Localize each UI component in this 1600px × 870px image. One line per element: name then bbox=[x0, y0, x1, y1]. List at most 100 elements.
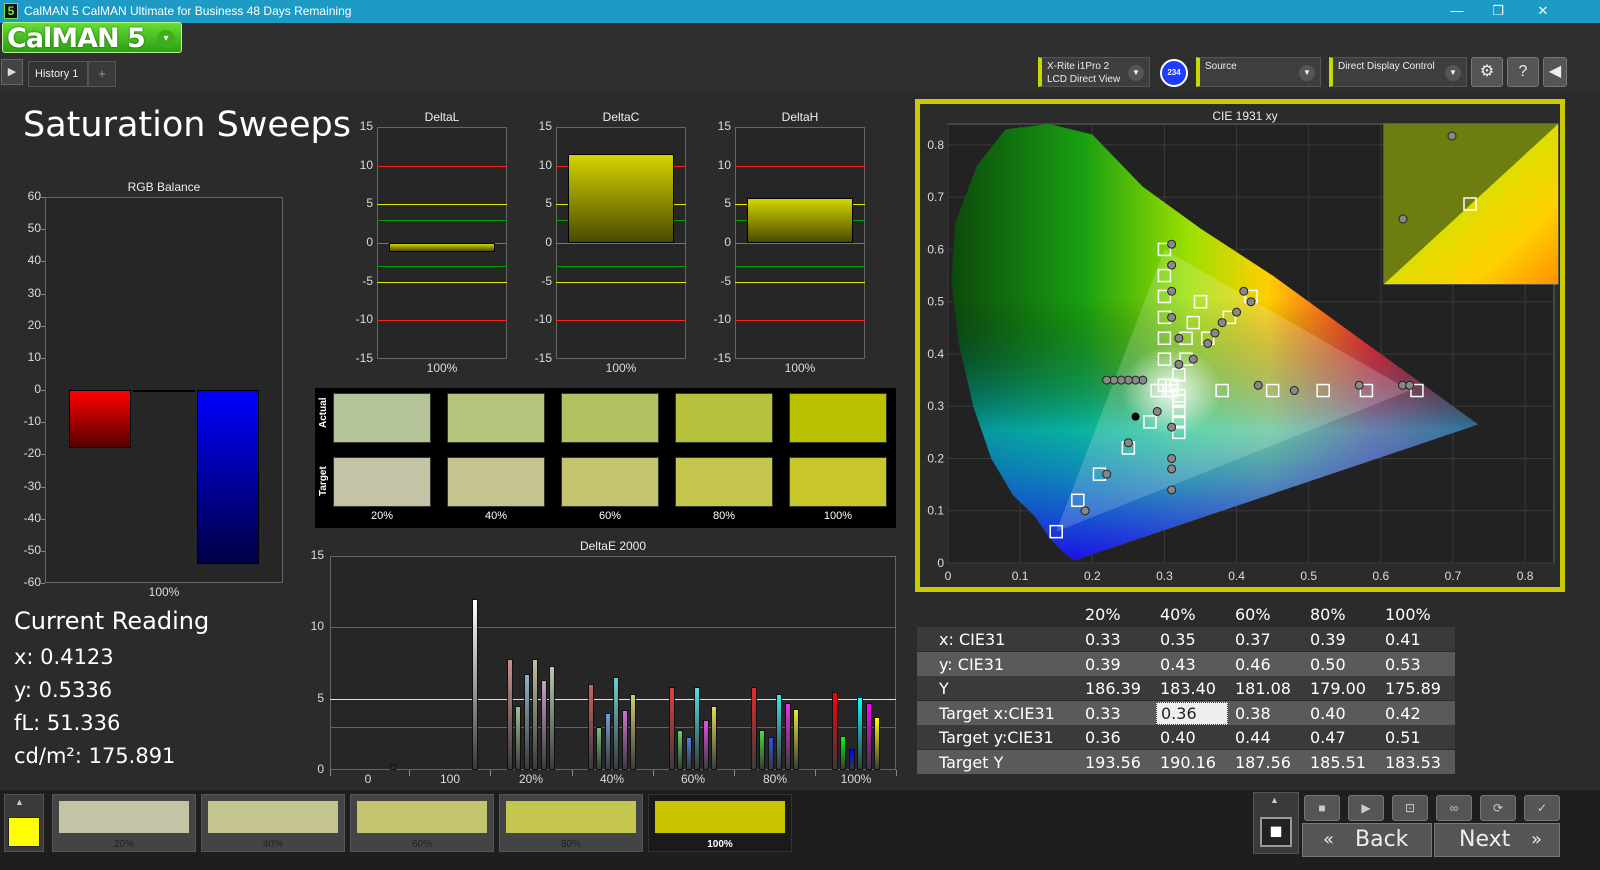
meter-selector[interactable]: X-Rite i1Pro 2 LCD Direct View ▼ bbox=[1038, 57, 1150, 87]
collapse-icon[interactable]: ◀ bbox=[1543, 57, 1567, 87]
swatch-label: 100% bbox=[707, 839, 733, 850]
record-button[interactable]: ◼ bbox=[1260, 817, 1292, 847]
table-cell[interactable]: 185.51 bbox=[1310, 753, 1366, 772]
y-tick-mark bbox=[41, 422, 45, 424]
up-icon[interactable]: ▲ bbox=[1270, 795, 1279, 805]
table-cell[interactable]: 0.46 bbox=[1235, 654, 1271, 674]
back-button[interactable]: « Back bbox=[1302, 823, 1432, 857]
target-marker bbox=[1316, 383, 1330, 398]
reading-x: x: 0.4123 bbox=[14, 645, 114, 669]
table-cell[interactable]: 183.40 bbox=[1160, 679, 1216, 699]
check-button[interactable]: ✓ bbox=[1524, 795, 1560, 821]
x-tick-mark bbox=[490, 770, 491, 776]
table-cell[interactable]: 0.44 bbox=[1235, 728, 1271, 748]
deltae-bar bbox=[390, 764, 396, 770]
table-cell[interactable]: 0.42 bbox=[1385, 703, 1421, 723]
y-tick-mark bbox=[41, 583, 45, 584]
tab-history-1[interactable]: History 1 bbox=[28, 61, 88, 87]
refresh-button[interactable]: ⟳ bbox=[1480, 795, 1516, 821]
table-cell[interactable]: 186.39 bbox=[1085, 679, 1141, 699]
target-marker bbox=[1157, 268, 1172, 283]
table-cell[interactable]: 0.33 bbox=[1085, 630, 1121, 649]
table-cell[interactable]: 0.33 bbox=[1085, 703, 1121, 723]
gear-icon[interactable]: ⚙ bbox=[1471, 57, 1503, 87]
calman-logo-menu[interactable]: CalMAN 5 ▾ bbox=[2, 22, 182, 54]
close-button[interactable]: ✕ bbox=[1537, 3, 1549, 18]
column-header: 60% bbox=[1235, 605, 1271, 624]
x-tick-mark bbox=[572, 770, 573, 776]
table-cell[interactable]: 0.40 bbox=[1310, 703, 1346, 723]
actual-marker bbox=[1246, 297, 1256, 307]
chevron-down-icon: ▼ bbox=[1128, 65, 1144, 81]
deltae-bar bbox=[685, 737, 692, 770]
stop-button[interactable]: ■ bbox=[1304, 795, 1340, 821]
table-cell[interactable]: 0.51 bbox=[1385, 728, 1421, 748]
back-label: Back bbox=[1355, 827, 1409, 852]
table-cell[interactable]: 175.89 bbox=[1385, 679, 1441, 699]
table-cell[interactable]: 0.53 bbox=[1385, 654, 1421, 674]
table-cell[interactable]: 0.47 bbox=[1310, 728, 1346, 748]
table-cell[interactable]: 193.56 bbox=[1085, 753, 1141, 772]
play-button[interactable]: ▶ bbox=[1348, 795, 1384, 821]
app-icon: 5 bbox=[4, 3, 18, 19]
table-cell[interactable]: 0.35 bbox=[1160, 630, 1196, 649]
table-cell[interactable]: 0.39 bbox=[1085, 654, 1121, 674]
add-tab-button[interactable]: + bbox=[88, 61, 116, 87]
zoom-actual-marker bbox=[1398, 214, 1408, 224]
play-arrow-icon[interactable]: ▶ bbox=[1, 59, 23, 85]
table-cell[interactable]: 187.56 bbox=[1235, 753, 1291, 772]
table-cell[interactable]: 0.37 bbox=[1235, 630, 1271, 649]
bottom-swatch[interactable]: 80% bbox=[499, 794, 643, 852]
minimize-button[interactable]: — bbox=[1450, 3, 1464, 18]
target-marker bbox=[1164, 383, 1179, 398]
selected-cell[interactable]: 0.36 bbox=[1156, 701, 1228, 725]
table-cell[interactable]: 190.16 bbox=[1160, 753, 1216, 772]
y-tick-mark bbox=[41, 550, 45, 552]
target-swatch bbox=[333, 457, 431, 507]
next-button[interactable]: Next » bbox=[1434, 823, 1560, 857]
step-button[interactable]: ⊡ bbox=[1392, 795, 1428, 821]
table-cell[interactable]: 0.43 bbox=[1160, 654, 1196, 674]
y-tick-label: 0 bbox=[317, 762, 324, 776]
y-tick-mark bbox=[41, 486, 45, 488]
maximize-button[interactable]: ❐ bbox=[1492, 3, 1504, 18]
table-cell[interactable]: 0.39 bbox=[1310, 630, 1346, 649]
actual-swatch bbox=[675, 393, 773, 443]
deltae-bar bbox=[776, 694, 783, 770]
table-cell[interactable]: 179.00 bbox=[1310, 679, 1366, 699]
x-tick-label: 80% bbox=[762, 772, 788, 786]
actual-swatch bbox=[789, 393, 887, 443]
swatch-label: 60% bbox=[411, 839, 432, 850]
up-icon[interactable]: ▲ bbox=[15, 797, 24, 807]
help-icon[interactable]: ? bbox=[1507, 57, 1539, 87]
y-tick-label: -30 bbox=[23, 478, 41, 493]
y-tick-mark bbox=[41, 229, 45, 231]
table-cell[interactable]: 0.50 bbox=[1310, 654, 1346, 674]
swatch-fill bbox=[655, 801, 785, 833]
y-tick-label: 5 bbox=[724, 196, 731, 211]
display-selector[interactable]: Direct Display Control ▼ bbox=[1329, 57, 1467, 87]
table-cell[interactable]: 0.41 bbox=[1385, 630, 1421, 649]
x-tick-label: 40% bbox=[599, 772, 625, 786]
next-label: Next bbox=[1459, 827, 1511, 852]
threshold-line bbox=[556, 320, 686, 322]
table-cell[interactable]: 0.36 bbox=[1085, 728, 1121, 748]
delta-c-title: DeltaC bbox=[602, 110, 640, 124]
loop-button[interactable]: ∞ bbox=[1436, 795, 1472, 821]
swatch-label: 80% bbox=[560, 839, 581, 850]
deltae-bar bbox=[784, 702, 791, 770]
table-cell[interactable]: 181.08 bbox=[1235, 679, 1291, 699]
source-selector[interactable]: Source ▼ bbox=[1196, 57, 1321, 87]
delta-c-bar bbox=[568, 154, 674, 243]
table-cell[interactable]: 0.40 bbox=[1160, 728, 1196, 748]
bottom-swatch[interactable]: 40% bbox=[201, 794, 345, 852]
bottom-swatch[interactable]: 60% bbox=[350, 794, 494, 852]
bottom-swatch[interactable]: 100% bbox=[648, 794, 792, 852]
deltae-bar bbox=[549, 665, 556, 770]
swatch-label: 100% bbox=[823, 510, 853, 522]
y-tick-label: 0.3 bbox=[927, 399, 944, 413]
bottom-swatch[interactable]: 20% bbox=[52, 794, 196, 852]
actual-marker bbox=[1167, 286, 1177, 296]
table-cell[interactable]: 0.38 bbox=[1235, 703, 1271, 723]
table-cell[interactable]: 183.53 bbox=[1385, 753, 1441, 772]
